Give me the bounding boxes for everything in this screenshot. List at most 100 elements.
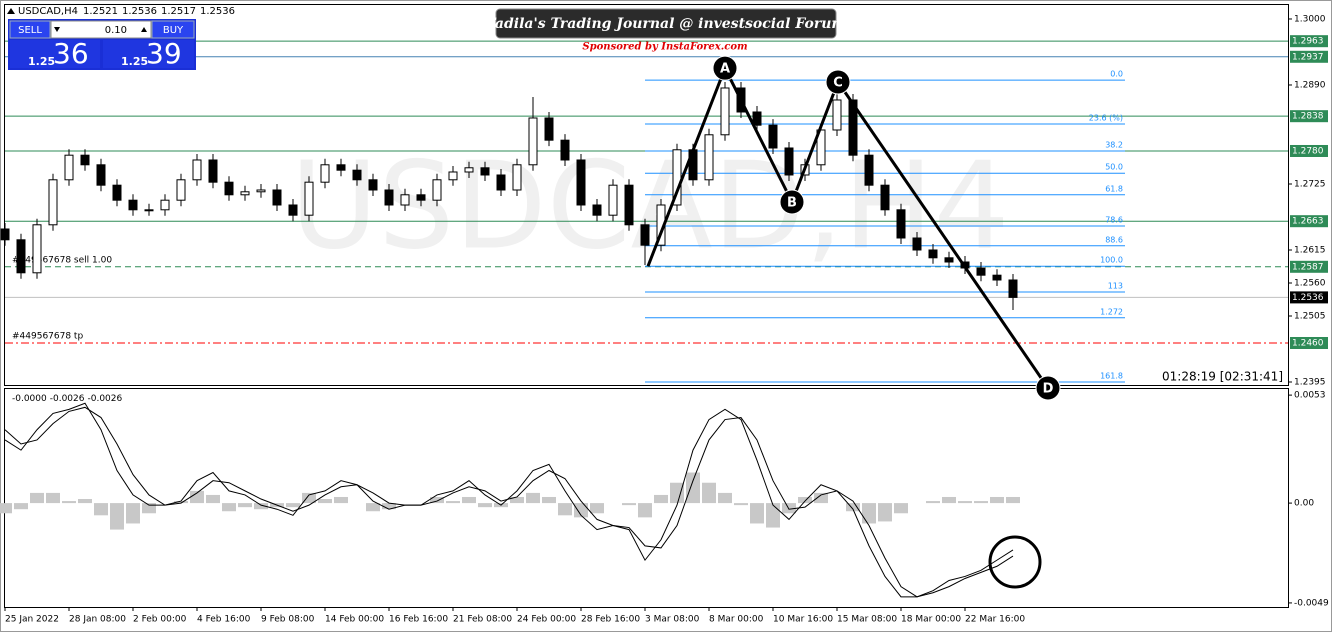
histogram-bar: [510, 496, 524, 504]
histogram-bar: [286, 503, 300, 508]
histogram-bar: [894, 503, 908, 514]
readout: -0.0026: [88, 394, 123, 404]
y-tick-label: 1.2725: [1294, 179, 1326, 189]
y-tick-label: 1.2615: [1294, 245, 1326, 255]
pattern-point: [712, 55, 738, 81]
candle-body: [592, 204, 602, 216]
histogram-bar: [382, 503, 396, 510]
candle-body: [272, 189, 282, 206]
sell-price-box[interactable]: [10, 40, 100, 68]
histogram-bar: [558, 503, 572, 516]
histogram-bar: [846, 503, 860, 512]
candle-body: [32, 224, 42, 274]
x-tick-label: 28 Feb 16:00: [581, 615, 640, 625]
histogram-bar: [638, 503, 652, 518]
price-tag: [1290, 50, 1328, 63]
x-tick-label: 3 Mar 08:00: [645, 615, 700, 625]
fib-label: 100.0: [1100, 256, 1123, 265]
candle-body: [240, 191, 250, 196]
lot-value: 0.10: [105, 25, 127, 36]
candle-body: [224, 181, 234, 196]
title-box: [495, 8, 837, 39]
main-panel: [4, 4, 1289, 386]
pattern-leg: [646, 67, 727, 267]
histogram-bar: [110, 503, 124, 530]
candle-body: [400, 194, 410, 206]
histogram-bar: [542, 496, 556, 504]
plot-layer: 1.3000 1.2890 1.2725 1.2615 1.2560 1.2505 1.23…: [0, 14, 1329, 625]
lot-down[interactable]: [54, 27, 60, 32]
buy-button[interactable]: [151, 20, 195, 39]
candle-body: [1008, 279, 1018, 298]
histogram-bar: [926, 501, 940, 504]
fib-label: 61.8: [1105, 184, 1123, 193]
histogram-bar: [446, 501, 460, 504]
histogram-bar: [14, 503, 28, 510]
histogram-bar: [142, 503, 156, 514]
candle-body: [864, 154, 874, 186]
pattern-leg: [836, 81, 1050, 389]
price-tag-label: 1.2838: [1292, 112, 1324, 122]
low-readout: 1.2517: [161, 6, 196, 17]
indicator-y-tick-label: 0.00: [1294, 499, 1314, 509]
price-tag: [1290, 291, 1328, 304]
histogram-bar: [734, 503, 748, 506]
sell-price-big: 36: [53, 37, 89, 70]
collapse-icon[interactable]: [7, 8, 15, 14]
pattern-point: [825, 69, 851, 95]
fib-label: 113: [1108, 281, 1123, 290]
x-tick-label: 18 Mar 00:00: [901, 615, 961, 625]
histogram-bar: [750, 503, 764, 524]
price-tag-label: 1.2663: [1292, 217, 1324, 227]
buy-price-big: 39: [146, 37, 182, 70]
lot-up[interactable]: [141, 27, 147, 32]
candle-body: [608, 184, 618, 216]
sell-button[interactable]: [9, 20, 51, 39]
candle-body: [640, 224, 650, 246]
price-tag-label: 1.2536: [1292, 293, 1324, 303]
price-tag-label: 1.2587: [1292, 262, 1324, 272]
histogram-bar: [366, 503, 380, 512]
buy-price-box[interactable]: [103, 40, 194, 68]
pattern-label: B: [787, 195, 797, 210]
y-tick-label: 1.2560: [1294, 278, 1326, 288]
indicator-readout: -0.0000 -0.0026 -0.0026: [12, 394, 123, 404]
x-tick-label: 22 Mar 16:00: [965, 615, 1025, 625]
candle-body: [704, 134, 714, 181]
histogram-bar: [974, 501, 988, 504]
price-tag: [1290, 260, 1328, 273]
candle-body: [288, 204, 298, 216]
histogram-bar: [78, 499, 92, 504]
candle-body: [560, 139, 570, 161]
candle-body: [128, 199, 138, 211]
candle-body: [576, 159, 586, 206]
y-tick-label: 1.2505: [1294, 311, 1326, 321]
histogram-bar: [302, 492, 316, 504]
pattern-label: A: [720, 62, 730, 77]
histogram-bar: [622, 503, 636, 506]
candle-body: [384, 189, 394, 206]
candle-body: [256, 189, 266, 193]
candle-body: [16, 239, 26, 274]
pattern-leg: [790, 81, 840, 203]
fib-label: 0.0: [1110, 70, 1123, 79]
price-tag: [1290, 144, 1328, 157]
symbol: USDCAD,H4: [18, 6, 78, 17]
sell-label: SELL: [18, 25, 42, 36]
candle-body: [896, 209, 906, 239]
y-tick-label: 1.3000: [1294, 14, 1326, 24]
histogram-bar: [190, 490, 204, 504]
candle-body: [112, 184, 122, 201]
x-tick-label: 28 Jan 08:00: [69, 615, 126, 625]
candle-body: [96, 164, 106, 186]
lot-field[interactable]: [50, 20, 152, 39]
candle-body: [176, 179, 186, 201]
candle-body: [144, 209, 154, 212]
histogram-bar: [462, 496, 476, 504]
candle-body: [448, 171, 458, 181]
buy-label: BUY: [163, 25, 184, 36]
histogram-bar: [814, 492, 828, 504]
candle-body: [528, 117, 538, 166]
